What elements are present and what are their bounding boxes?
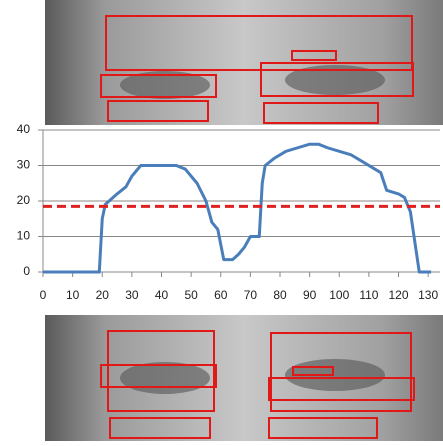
y-tick-label: 0	[23, 264, 30, 278]
y-tick-label: 20	[17, 193, 31, 207]
x-tick-label: 0	[40, 288, 47, 302]
x-tick-label: 100	[329, 288, 349, 302]
x-tick-label: 30	[125, 288, 139, 302]
y-tick-label: 30	[17, 158, 31, 172]
x-tick-label: 20	[96, 288, 110, 302]
x-tick-label: 70	[244, 288, 258, 302]
x-tick-label: 130	[418, 288, 438, 302]
x-tick-label: 60	[214, 288, 228, 302]
x-tick-label: 90	[303, 288, 317, 302]
x-tick-label: 10	[66, 288, 80, 302]
x-tick-label: 110	[359, 288, 378, 302]
top-photo	[45, 0, 443, 125]
y-tick-label: 10	[17, 229, 31, 243]
chart: 0 10 20 30 40 0 10 20 30 40 50 60 70 80 90 100 110 120 130	[0, 122, 443, 315]
x-tick-label: 80	[273, 288, 287, 302]
data-line	[43, 142, 432, 274]
bottom-photo	[45, 315, 443, 441]
x-tick-label: 120	[389, 288, 409, 302]
y-tick-label: 40	[17, 122, 31, 136]
x-tick-label: 40	[155, 288, 169, 302]
plot-background	[0, 125, 443, 315]
x-tick-label: 50	[184, 288, 198, 302]
